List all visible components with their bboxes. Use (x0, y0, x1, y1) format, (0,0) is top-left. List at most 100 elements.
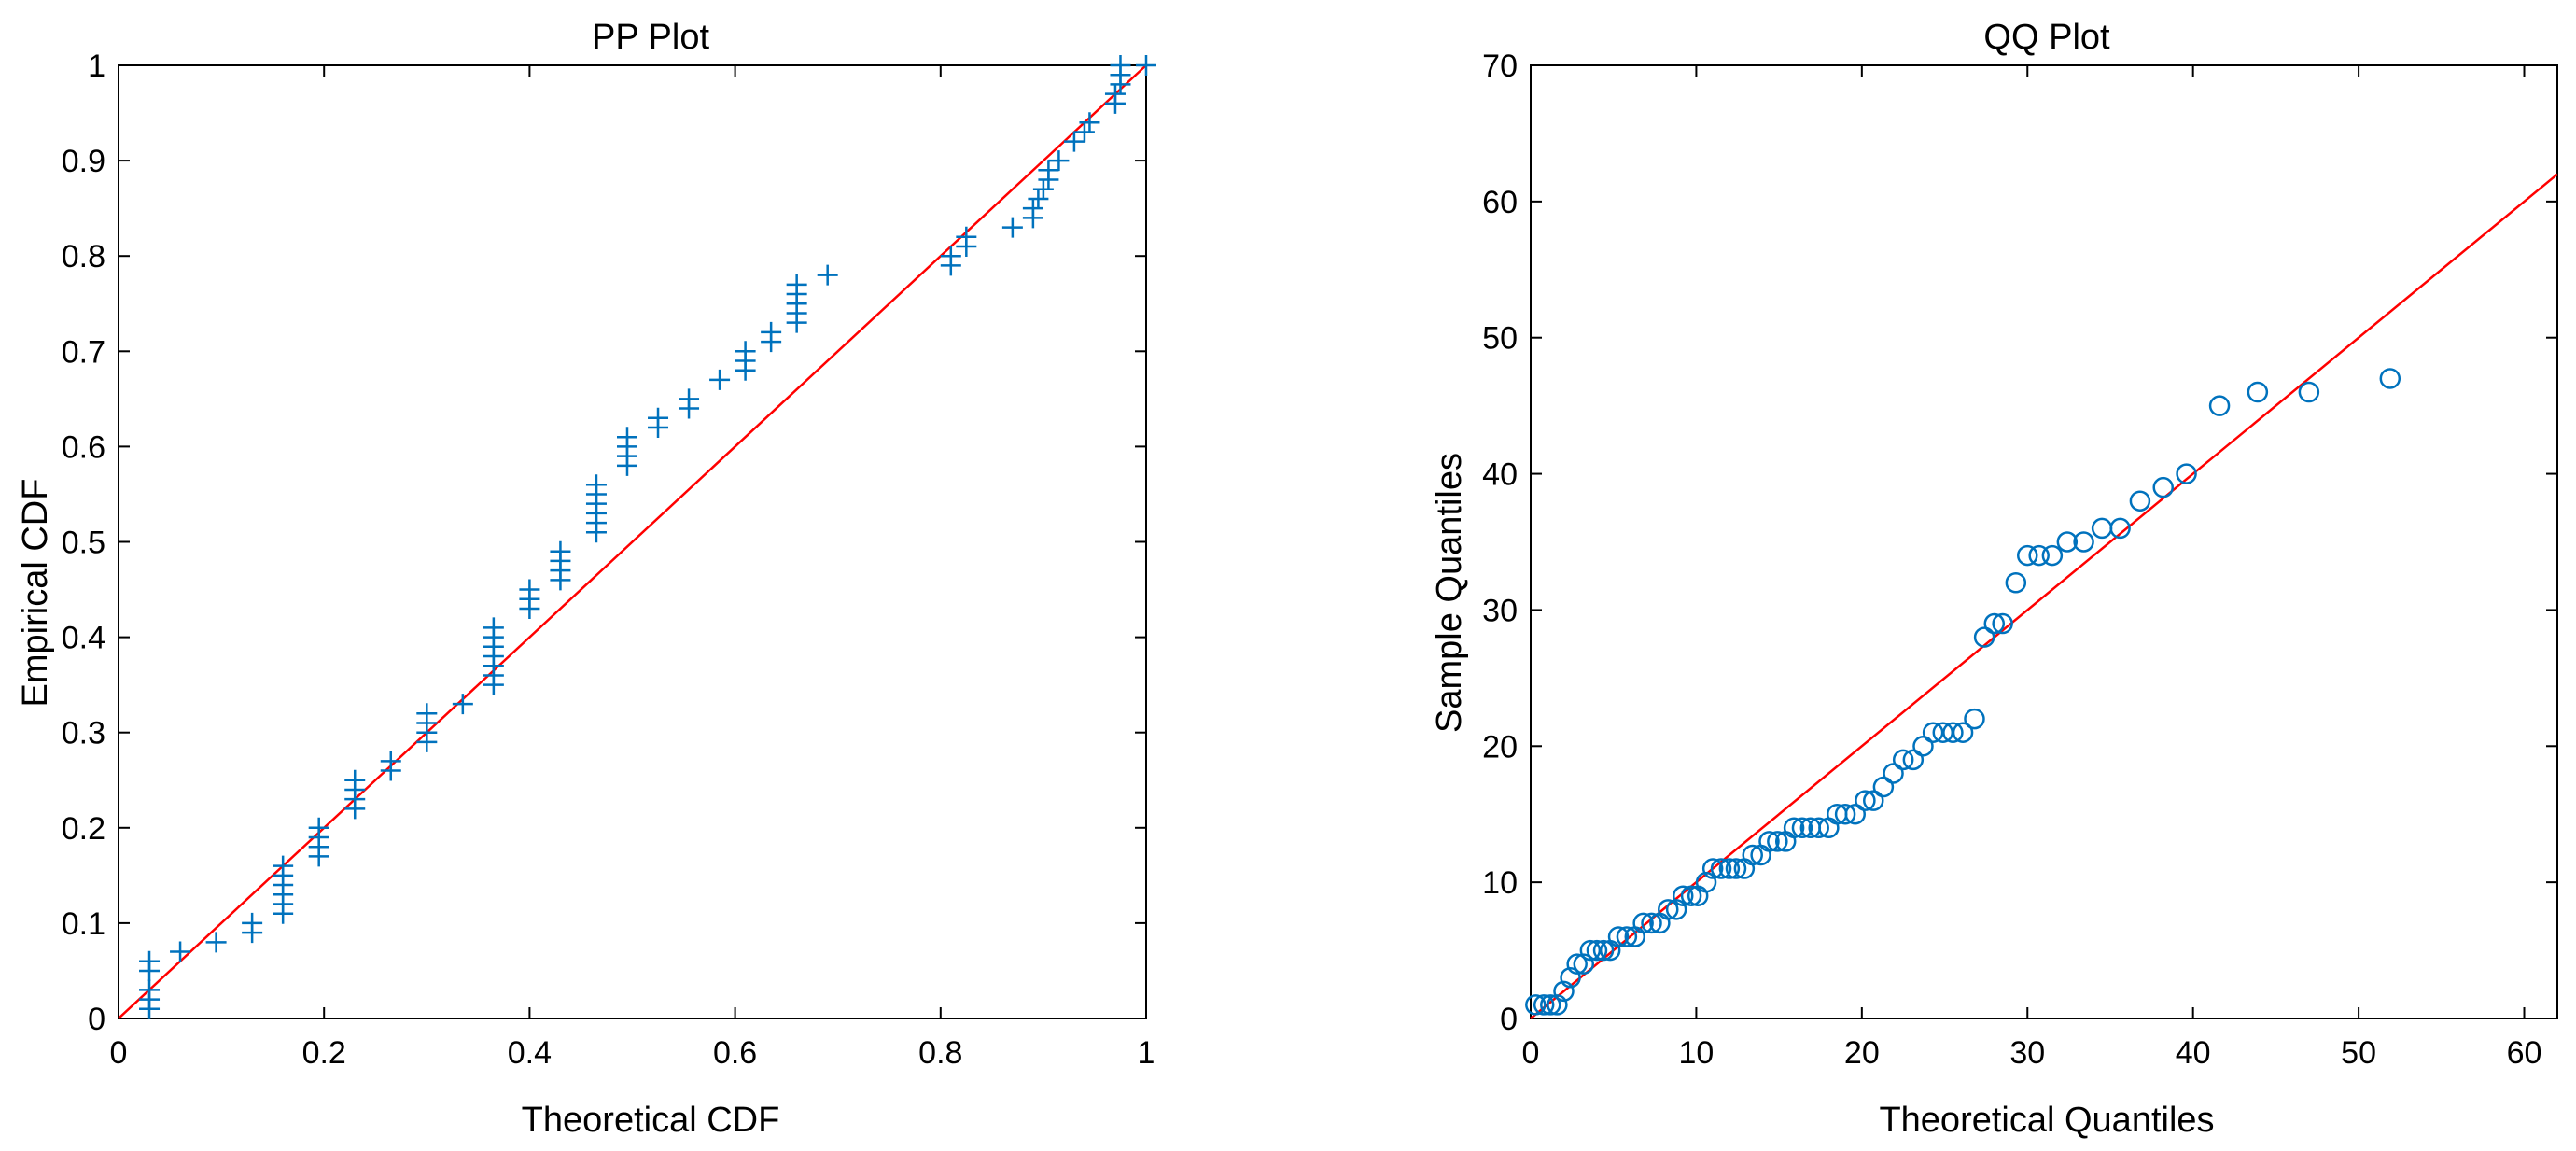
qq-data-point (1855, 790, 1876, 811)
pp-x-tick-label: 0.4 (508, 1035, 552, 1071)
pp-data-point (709, 369, 731, 390)
qq-data-point (1560, 966, 1581, 989)
pp-data-point (273, 855, 294, 877)
qq-data-point (2056, 531, 2079, 553)
qq-data-point (2073, 531, 2094, 553)
qq-data-point (1964, 708, 1985, 730)
qq-data-point (1912, 736, 1934, 757)
qq-data-point (1547, 994, 1568, 1016)
qq-x-tick-label: 60 (2507, 1035, 2542, 1071)
pp-plot-ylabel: Empirical CDF (16, 479, 55, 708)
pp-data-point (1028, 188, 1049, 209)
qq-data-point (2247, 381, 2269, 403)
qq-y-tick-label: 20 (1482, 729, 1518, 765)
pp-data-point (483, 617, 504, 639)
qq-data-point (1710, 858, 1732, 879)
qq-x-tick-label: 50 (2341, 1035, 2376, 1071)
pp-data-point (940, 246, 961, 267)
qq-data-point (2109, 517, 2131, 540)
pp-y-tick-label: 1 (88, 49, 105, 84)
pp-y-tick-label: 0.6 (62, 429, 105, 465)
pp-data-point (242, 912, 263, 933)
qq-data-point (1579, 939, 1602, 962)
qq-data-point (1573, 953, 1595, 975)
pp-data-point (1073, 121, 1095, 143)
qq-data-point (1701, 858, 1724, 879)
pp-data-point (735, 341, 756, 362)
pp-y-tick-label: 0.3 (62, 716, 105, 751)
pp-data-point (956, 226, 977, 247)
qq-data-point (1665, 899, 1687, 920)
pp-data-point (616, 427, 637, 448)
qq-data-point (2041, 544, 2064, 567)
qq-data-point (1902, 749, 1925, 771)
pp-x-tick-label: 0.8 (918, 1035, 962, 1071)
pp-data-point (170, 941, 191, 962)
pp-data-point (1110, 55, 1131, 76)
qq-data-point (1844, 803, 1866, 825)
qq-data-point (1586, 939, 1608, 962)
qq-data-point (1632, 912, 1654, 934)
pp-x-tick-label: 0 (110, 1035, 128, 1071)
qq-plot: QQ Plot Theoretical Quantiles Sample Qua… (1430, 18, 2558, 1140)
qq-data-point (1540, 994, 1561, 1016)
qq-data-point (1834, 803, 1856, 825)
pp-data-point (380, 751, 401, 772)
qq-x-tick-label: 10 (1679, 1035, 1715, 1071)
qq-data-point (1808, 817, 1829, 839)
qq-data-point (1718, 858, 1741, 879)
qq-y-tick-label: 40 (1482, 457, 1518, 493)
qq-axes-box (1530, 64, 2558, 1019)
qq-data-point (1695, 871, 1717, 893)
pp-data-point (1032, 178, 1054, 200)
pp-x-tick-label: 0.2 (302, 1035, 346, 1071)
pp-y-tick-label: 0.9 (62, 144, 105, 179)
qq-data-point (2379, 368, 2401, 389)
qq-y-tick-label: 50 (1482, 321, 1518, 357)
qq-y-tick-label: 60 (1482, 185, 1518, 220)
pp-data-point (139, 979, 161, 1001)
qq-data-point (1863, 790, 1884, 811)
pp-data-point (416, 703, 438, 724)
qq-data-point (1566, 953, 1588, 975)
pp-data-point (1001, 217, 1023, 238)
qq-data-point (2091, 517, 2113, 540)
pp-y-tick-label: 0.2 (62, 811, 105, 847)
qq-data-point (1525, 994, 1547, 1016)
pp-data-point (786, 274, 807, 295)
qq-data-point (2208, 395, 2231, 416)
pp-data-point (679, 388, 700, 410)
qq-data-point (2129, 490, 2151, 512)
pp-plot-title: PP Plot (592, 18, 709, 57)
qq-reference-line (1530, 173, 2558, 1019)
pp-data-point (139, 950, 161, 972)
pp-reference-line (118, 64, 1147, 1019)
pp-data-point (205, 932, 227, 953)
qq-y-tick-label: 10 (1482, 865, 1518, 901)
qq-data-point (1883, 763, 1904, 784)
pp-data-point (1104, 83, 1126, 105)
pp-data-point (761, 321, 782, 343)
qq-data-point (2152, 476, 2174, 498)
qq-data-point (1983, 612, 2006, 635)
pp-data-point (1048, 150, 1070, 172)
qq-data-point (1942, 722, 1964, 743)
qq-data-point (2298, 381, 2320, 403)
qq-data-point (1742, 844, 1763, 866)
pp-data-point (1022, 198, 1043, 219)
qq-data-point (1952, 722, 1974, 743)
qq-x-tick-label: 20 (1844, 1035, 1880, 1071)
pp-data-point (585, 474, 607, 496)
qq-data-point (1973, 626, 1995, 648)
qq-data-point (1641, 912, 1662, 934)
qq-x-tick-label: 0 (1522, 1035, 1540, 1071)
qq-data-point (2028, 544, 2050, 567)
qq-plot-xlabel: Theoretical Quantiles (1879, 1101, 2214, 1140)
qq-y-tick-label: 30 (1482, 593, 1518, 628)
qq-data-point (1533, 994, 1555, 1016)
qq-data-point (1767, 831, 1788, 852)
pp-data-point (1136, 55, 1156, 76)
pp-data-point (452, 694, 473, 715)
qq-plot-area: 0 10 20 30 40 50 60 0 10 20 30 40 50 60 70 (1482, 49, 2558, 1071)
